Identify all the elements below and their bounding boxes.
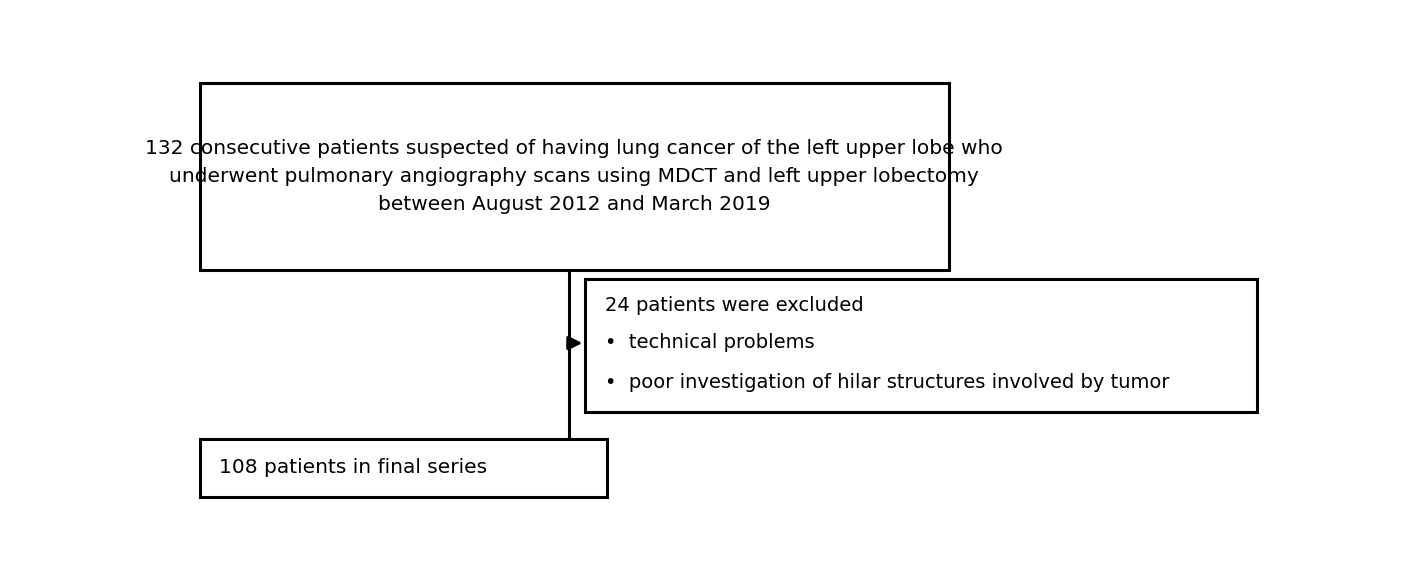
Bar <box>199 439 607 497</box>
Text: 132 consecutive patients suspected of having lung cancer of the left upper lobe : 132 consecutive patients suspected of ha… <box>145 139 1003 214</box>
Text: 108 patients in final series: 108 patients in final series <box>219 458 487 477</box>
Text: 24 patients were excluded: 24 patients were excluded <box>605 296 864 315</box>
Bar <box>585 279 1258 412</box>
Text: •  technical problems: • technical problems <box>605 333 814 352</box>
Bar <box>199 83 949 269</box>
Text: •  poor investigation of hilar structures involved by tumor: • poor investigation of hilar structures… <box>605 373 1169 392</box>
